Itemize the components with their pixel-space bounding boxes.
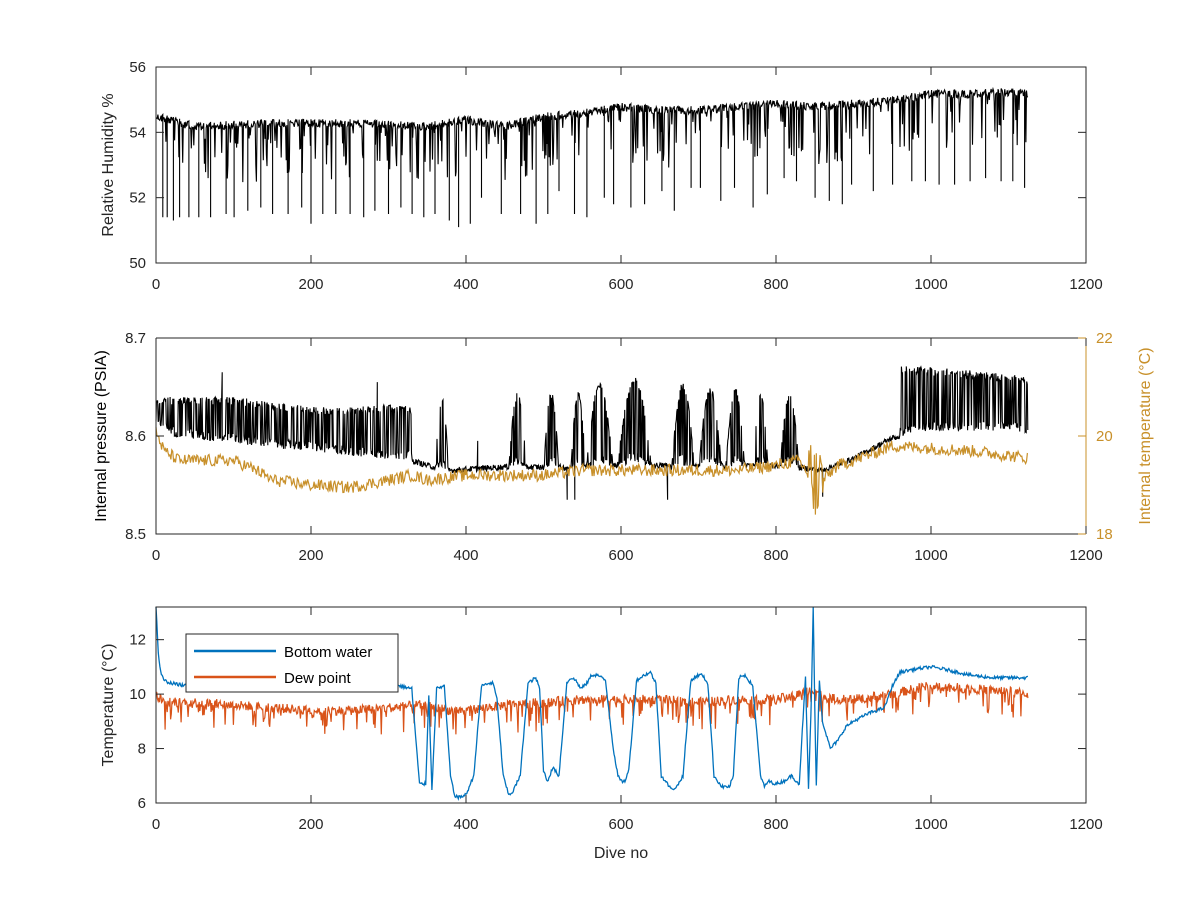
pressure-y-tick-label: 8.6 — [125, 428, 146, 445]
pressure-x-tick-label: 1000 — [914, 547, 947, 564]
humidity-plot-area — [156, 67, 1086, 263]
temperature-y-tick-label: 12 — [129, 632, 146, 649]
temperature-right-y-tick-label: 18 — [1096, 526, 1113, 543]
temperature-y-tick-label: 10 — [129, 686, 146, 703]
temperature-x-tick-label: 0 — [152, 816, 160, 833]
pressure-y-tick-label: 8.7 — [125, 330, 146, 347]
temperature-y-axis-label: Temperature (°C) — [100, 644, 117, 767]
pressure-x-ticks: 0 200 400 600 800 1000 1200 — [152, 338, 1103, 564]
pressure-y-tick-label: 8.5 — [125, 526, 146, 543]
temperature-y-tick-label: 8 — [138, 741, 146, 758]
humidity-y-ticks: 50 52 54 56 — [129, 59, 1086, 272]
temperature-x-tick-label: 600 — [608, 816, 633, 833]
legend-label-dew-point: Dew point — [284, 670, 352, 687]
pressure-x-tick-label: 200 — [298, 547, 323, 564]
humidity-y-tick-label: 52 — [129, 190, 146, 207]
temperature-right-y-axis-label: Internal temperature (°C) — [1137, 347, 1154, 524]
temperature-x-tick-label: 400 — [453, 816, 478, 833]
humidity-x-tick-label: 1000 — [914, 276, 947, 293]
temperature-x-tick-label: 1000 — [914, 816, 947, 833]
pressure-x-tick-label: 600 — [608, 547, 633, 564]
temperature-right-y-tick-label: 22 — [1096, 330, 1113, 347]
temperature-y-tick-label: 6 — [138, 795, 146, 812]
legend-box — [185, 633, 399, 693]
temperature-panel: 0 200 400 600 800 1000 1200 6 8 10 12 Temperature… — [100, 606, 1103, 862]
temperature-x-tick-label: 800 — [763, 816, 788, 833]
humidity-x-tick-label: 800 — [763, 276, 788, 293]
humidity-x-tick-label: 200 — [298, 276, 323, 293]
humidity-x-tick-label: 0 — [152, 276, 160, 293]
humidity-panel: 0 200 400 600 800 1000 1200 50 52 54 56 Relative … — [100, 59, 1103, 293]
temperature-x-tick-label: 1200 — [1069, 816, 1102, 833]
internal-pressure-line — [155, 365, 1029, 500]
pressure-y-ticks: 8.5 8.6 8.7 — [125, 330, 164, 543]
humidity-y-tick-label: 50 — [129, 255, 146, 272]
humidity-y-tick-label: 54 — [129, 124, 146, 141]
humidity-x-tick-label: 1200 — [1069, 276, 1102, 293]
temperature-x-tick-label: 200 — [298, 816, 323, 833]
humidity-line — [156, 86, 1029, 228]
pressure-x-tick-label: 1200 — [1069, 547, 1102, 564]
pressure-x-tick-label: 0 — [152, 547, 160, 564]
temperature-right-y-ticks: 18 20 22 — [1078, 330, 1113, 543]
legend-label-bottom-water: Bottom water — [284, 644, 372, 661]
humidity-series — [156, 86, 1029, 228]
humidity-x-tick-label: 600 — [608, 276, 633, 293]
dive-no-x-axis-label: Dive no — [594, 845, 648, 862]
legend: Bottom water Dew point — [185, 633, 399, 693]
temperature-y-ticks: 6 8 10 12 — [129, 632, 1086, 812]
humidity-y-tick-label: 56 — [129, 59, 146, 76]
pressure-y-axis-label: Internal pressure (PSIA) — [93, 350, 110, 522]
humidity-x-tick-label: 400 — [453, 276, 478, 293]
humidity-y-axis-label: Relative Humidity % — [100, 93, 117, 236]
internal-temperature-line — [155, 427, 1028, 515]
pressure-x-tick-label: 800 — [763, 547, 788, 564]
temperature-x-ticks: 0 200 400 600 800 1000 1200 — [152, 607, 1103, 833]
pressure-panel: 0 200 400 600 800 1000 1200 8.5 8.6 8.7 18 20 22 I… — [93, 330, 1154, 564]
dew-point-line — [155, 682, 1029, 735]
humidity-x-ticks: 0 200 400 600 800 1000 1200 — [152, 67, 1103, 293]
pressure-series — [155, 365, 1029, 515]
pressure-x-tick-label: 400 — [453, 547, 478, 564]
temperature-right-y-tick-label: 20 — [1096, 428, 1113, 445]
